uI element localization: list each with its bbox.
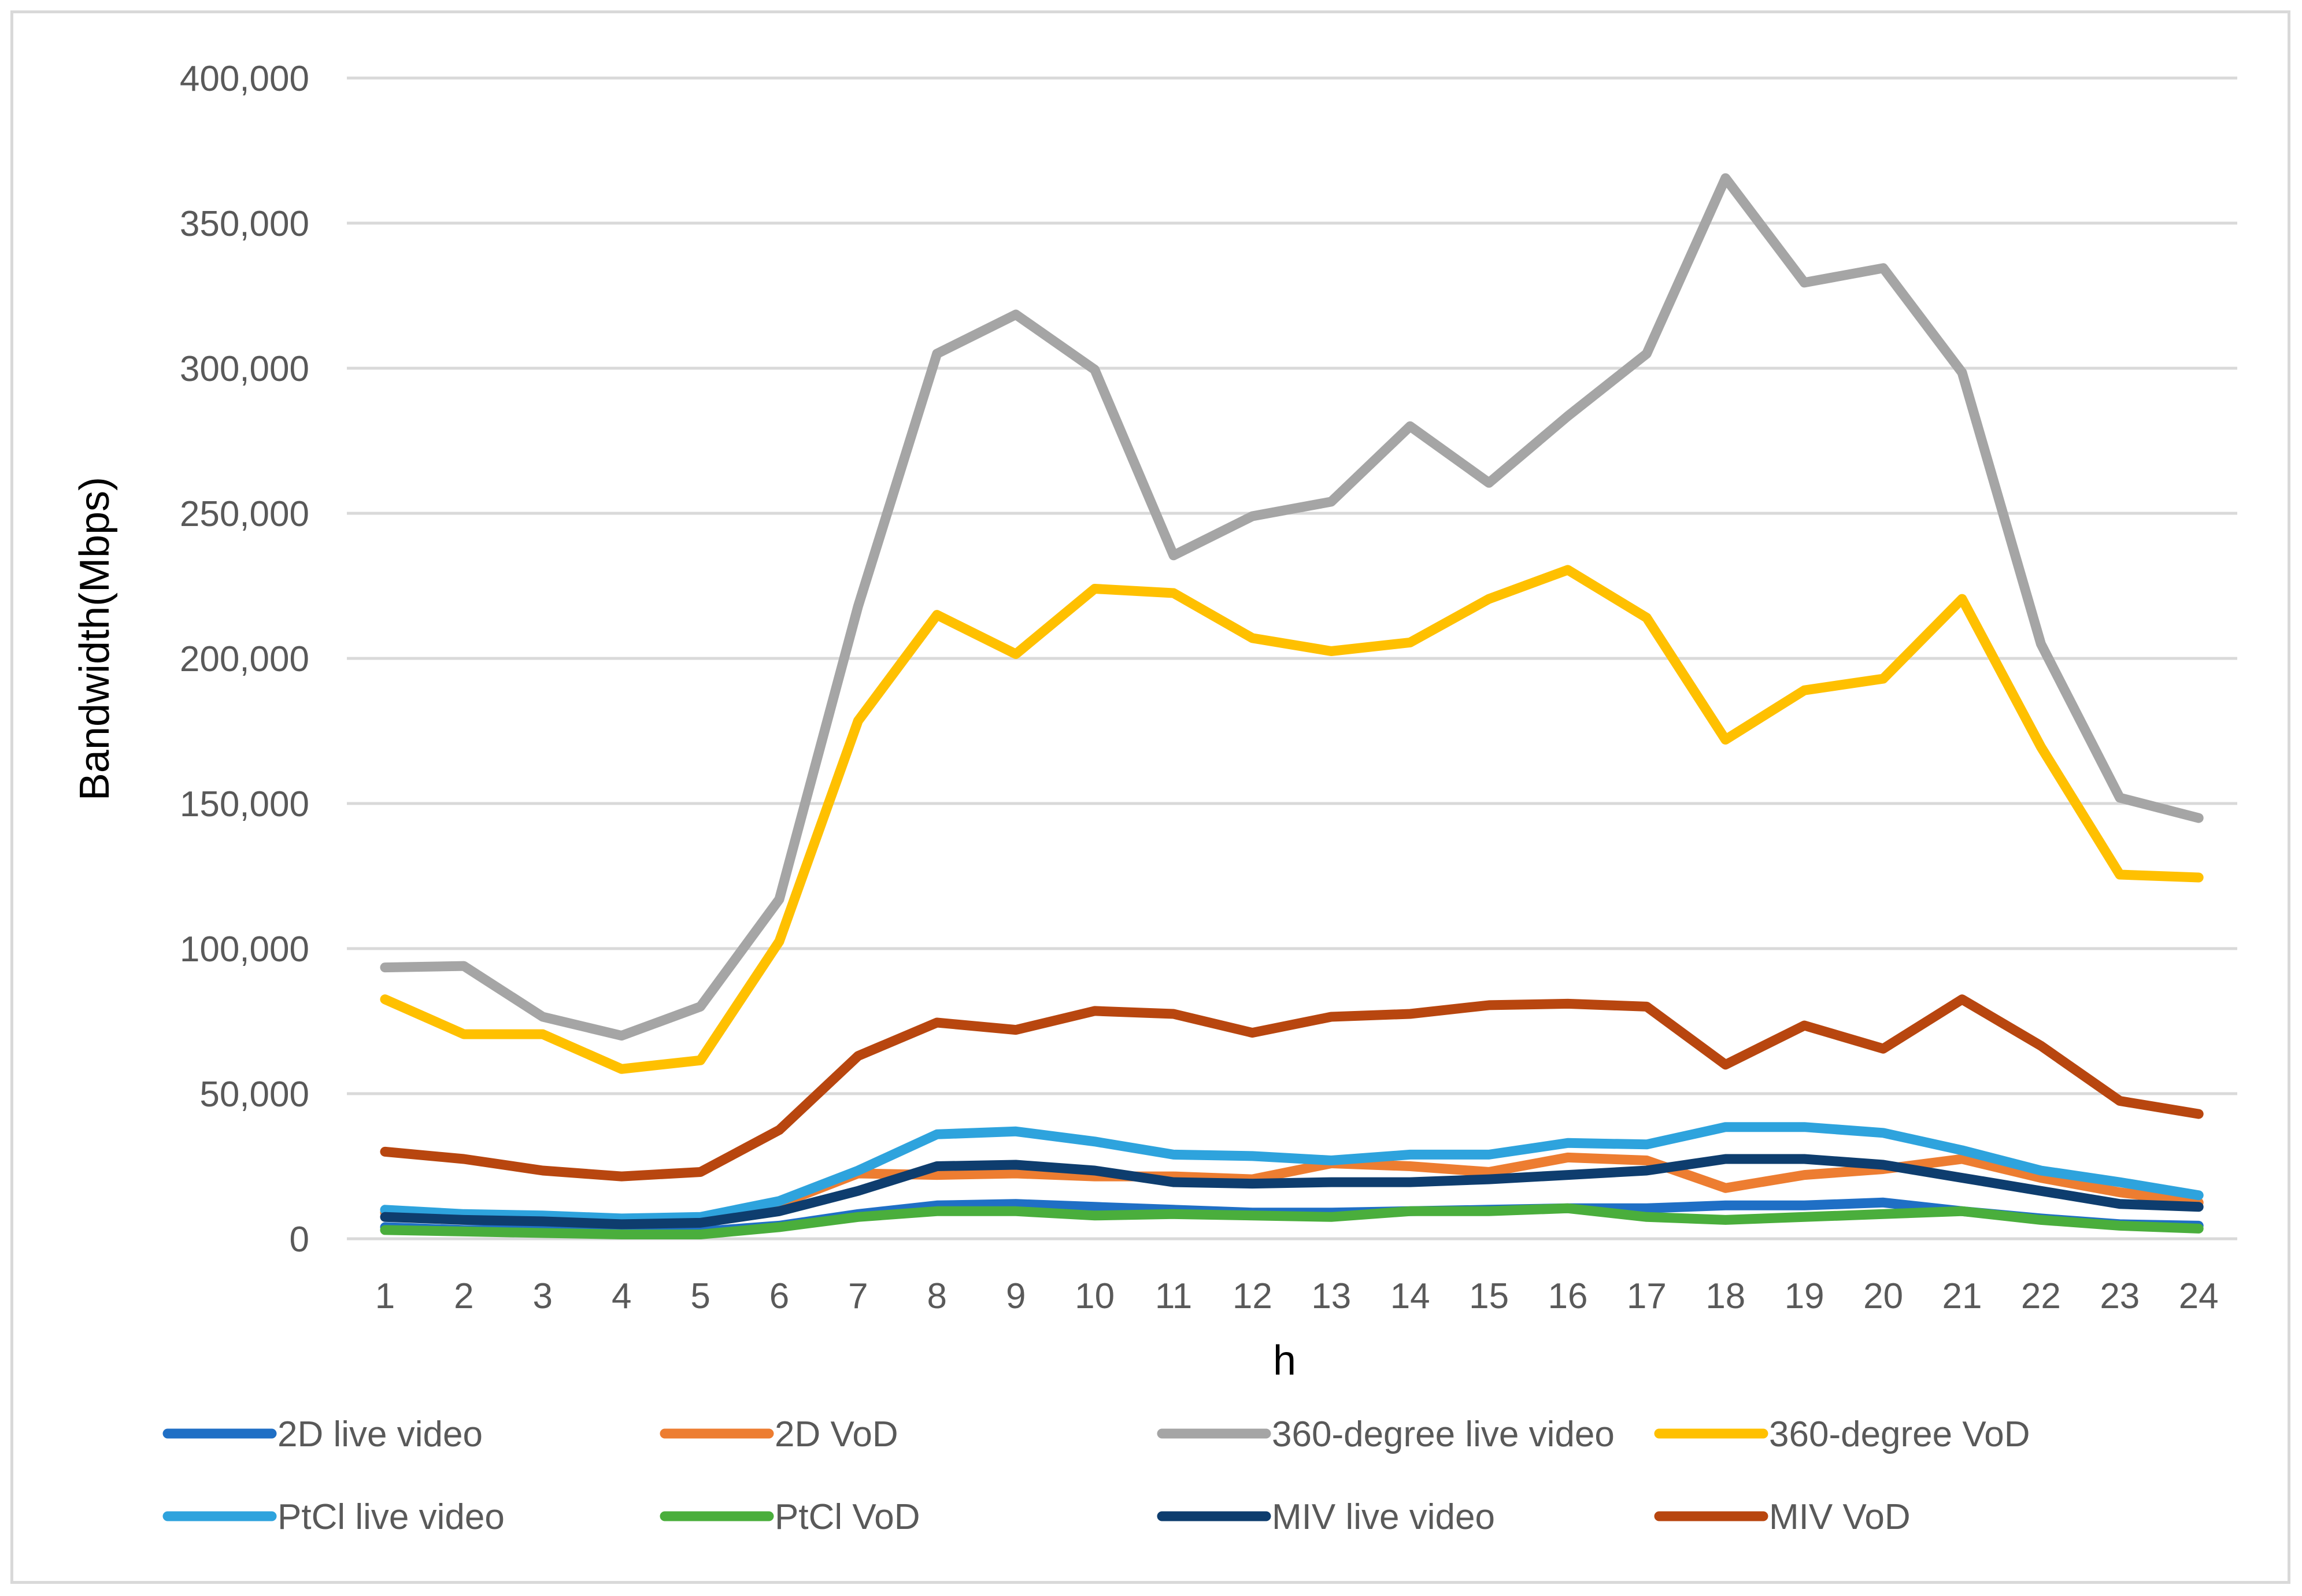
legend-label: MIV VoD — [1769, 1497, 1911, 1537]
x-tick-label: 7 — [848, 1276, 868, 1316]
x-tick-label: 11 — [1155, 1276, 1192, 1316]
y-axis-ticks: 0 50,000 100,000 150,000 200,000 250,000 300,0… — [180, 59, 309, 1260]
series-line-ptcl-live-video — [380, 1122, 2204, 1224]
x-tick-label: 22 — [2021, 1276, 2061, 1316]
x-tick-label: 9 — [1006, 1276, 1026, 1316]
y-tick-label: 250,000 — [180, 494, 309, 534]
legend-label: 2D live video — [277, 1414, 483, 1454]
x-tick-label: 17 — [1627, 1276, 1667, 1316]
series-line-ptcl-vod — [380, 1203, 2204, 1239]
x-tick-label: 8 — [927, 1276, 947, 1316]
chart-frame — [10, 10, 2290, 1584]
x-tick-label: 2 — [454, 1276, 473, 1316]
x-tick-label: 12 — [1233, 1276, 1272, 1316]
series-line-miv-live-video — [380, 1154, 2204, 1230]
series-line-360-degree-live-video — [380, 173, 2204, 1041]
x-tick-label: 10 — [1075, 1276, 1115, 1316]
y-tick-label: 150,000 — [180, 784, 309, 824]
x-tick-label: 14 — [1390, 1276, 1430, 1316]
y-tick-label: 0 — [290, 1220, 309, 1260]
series-line-miv-vod — [380, 994, 2204, 1182]
legend-label: PtCl VoD — [775, 1497, 920, 1537]
x-tick-label: 24 — [2179, 1276, 2219, 1316]
legend: 2D live video 2D VoD 360-degree live video… — [162, 1414, 2030, 1537]
x-tick-label: 5 — [690, 1276, 710, 1316]
x-tick-label: 4 — [612, 1276, 631, 1316]
x-tick-label: 15 — [1469, 1276, 1509, 1316]
x-tick-label: 3 — [533, 1276, 553, 1316]
x-tick-label: 16 — [1548, 1276, 1588, 1316]
x-tick-label: 6 — [769, 1276, 789, 1316]
x-tick-label: 1 — [375, 1276, 395, 1316]
y-tick-label: 100,000 — [180, 930, 309, 969]
series-lines — [380, 173, 2204, 1239]
y-tick-label: 300,000 — [180, 349, 309, 389]
series-line-360-degree-vod — [380, 565, 2204, 1074]
legend-label: PtCl live video — [277, 1497, 505, 1537]
y-axis-title: Bandwidth(Mbps) — [72, 477, 118, 801]
legend-label: MIV live video — [1272, 1497, 1495, 1537]
x-axis-title: h — [1273, 1338, 1296, 1384]
legend-label: 360-degree VoD — [1769, 1414, 2030, 1454]
x-tick-label: 20 — [1863, 1276, 1903, 1316]
legend-label: 360-degree live video — [1272, 1414, 1615, 1454]
legend-label: 2D VoD — [775, 1414, 898, 1454]
x-tick-label: 18 — [1705, 1276, 1745, 1316]
x-tick-label: 21 — [1942, 1276, 1982, 1316]
x-tick-label: 23 — [2100, 1276, 2140, 1316]
x-axis-ticks: 1 2 3 4 5 6 7 8 9 10 11 12 13 14 15 16 17 18 19 20 21 22 23 24 — [375, 1276, 2219, 1316]
y-tick-label: 200,000 — [180, 639, 309, 679]
x-tick-label: 13 — [1311, 1276, 1351, 1316]
y-tick-label: 400,000 — [180, 59, 309, 99]
x-tick-label: 19 — [1785, 1276, 1824, 1316]
y-tick-label: 50,000 — [199, 1075, 309, 1114]
y-tick-label: 350,000 — [180, 204, 309, 244]
